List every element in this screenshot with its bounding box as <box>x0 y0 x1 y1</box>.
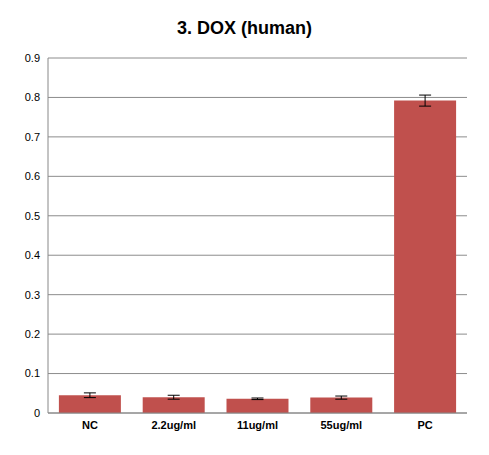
svg-text:0.6: 0.6 <box>25 170 40 182</box>
svg-text:0: 0 <box>34 407 40 419</box>
svg-text:0.4: 0.4 <box>25 249 40 261</box>
html-text:3. DOX (human): 3. DOX (human) <box>177 18 312 38</box>
svg-text:0.1: 0.1 <box>25 367 40 379</box>
svg-text:0.8: 0.8 <box>25 91 40 103</box>
svg-text:0.3: 0.3 <box>25 289 40 301</box>
svg-text:0.5: 0.5 <box>25 210 40 222</box>
svg-text:11ug/ml: 11ug/ml <box>237 419 278 431</box>
svg-text:0.9: 0.9 <box>25 52 40 64</box>
svg-text:NC: NC <box>82 419 98 431</box>
svg-text:2.2ug/ml: 2.2ug/ml <box>151 419 196 431</box>
svg-text:55ug/ml: 55ug/ml <box>321 419 363 431</box>
svg-text:0.2: 0.2 <box>25 328 40 340</box>
svg-text:PC: PC <box>417 419 432 431</box>
svg-text:0.7: 0.7 <box>25 131 40 143</box>
